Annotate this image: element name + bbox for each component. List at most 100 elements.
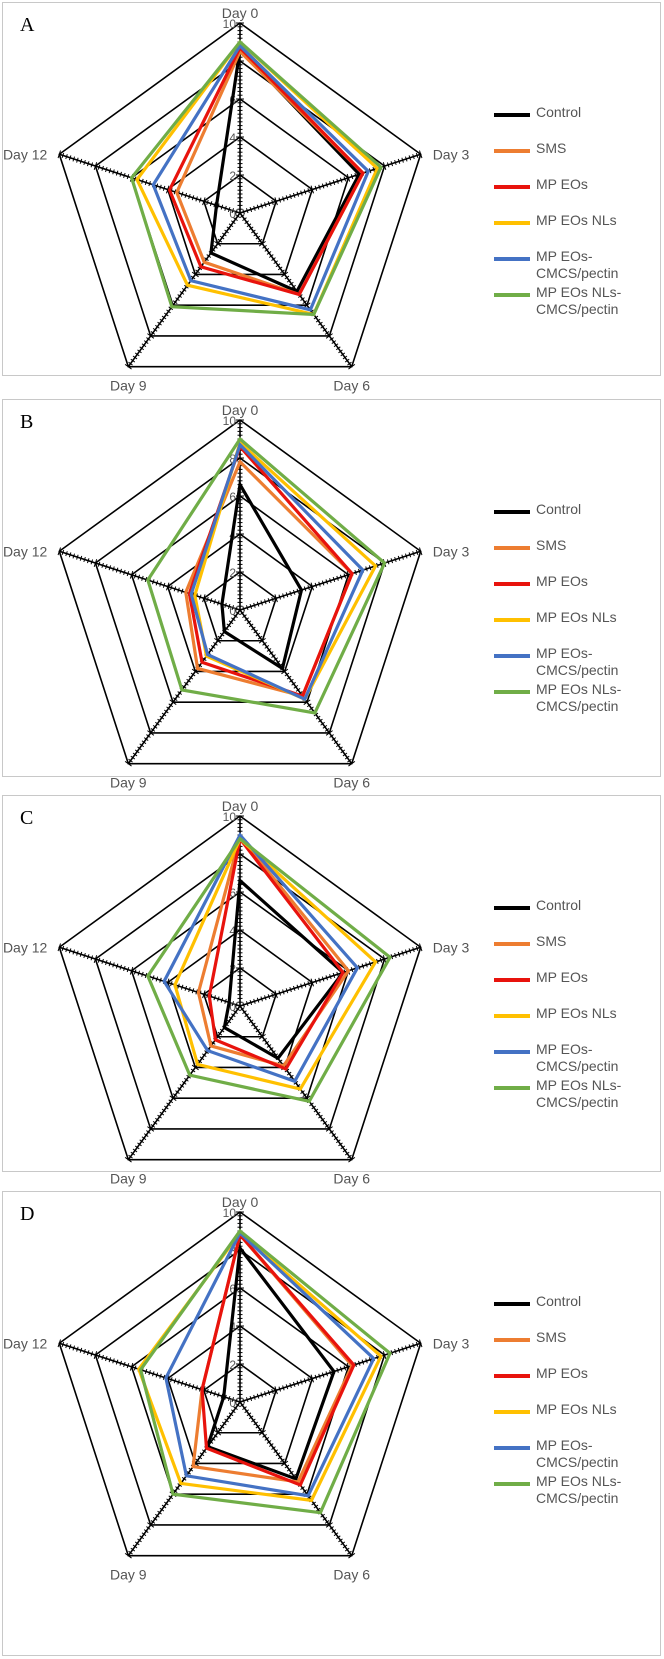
axis-tick xyxy=(277,1059,283,1064)
axis-tick xyxy=(368,168,372,174)
axis-tick xyxy=(108,1357,112,1363)
axis-tick xyxy=(132,1148,138,1153)
legend-label: MP EOs NLs xyxy=(536,1401,617,1417)
axis-tick xyxy=(132,355,138,360)
axis-tick xyxy=(394,159,397,166)
axis-tick xyxy=(188,1467,194,1472)
axis-tick xyxy=(292,192,296,198)
axis-tick xyxy=(184,192,188,198)
axis-tick xyxy=(217,600,220,606)
axis-tick xyxy=(271,596,274,602)
axis-tick xyxy=(162,1374,166,1380)
axis-tick xyxy=(274,990,278,999)
radial-tick-label: 4 xyxy=(229,924,236,938)
axis-tick xyxy=(415,549,419,555)
axis-tick xyxy=(404,156,408,162)
axis-tick xyxy=(157,321,162,326)
axis-tick xyxy=(253,1421,258,1426)
axis-tick xyxy=(256,1393,260,1399)
legend-swatch xyxy=(494,149,530,153)
grid-ring xyxy=(94,457,386,734)
axis-tick xyxy=(79,951,83,957)
axis-tick xyxy=(168,703,174,708)
axis-tick xyxy=(210,645,216,649)
axis-tick xyxy=(382,1351,387,1359)
axis-tick xyxy=(318,718,323,723)
axis-tick xyxy=(235,214,241,218)
axis-tick xyxy=(306,703,312,708)
axis-tick xyxy=(245,605,249,611)
axis-tick xyxy=(303,699,311,705)
axis-tick xyxy=(338,349,343,354)
axis-tick xyxy=(210,1041,216,1045)
axis-label: Day 6 xyxy=(333,775,370,791)
legend-swatch xyxy=(494,906,530,910)
axis-tick xyxy=(141,575,144,581)
axis-tick xyxy=(61,152,65,158)
axis-tick xyxy=(65,947,68,953)
axis-tick xyxy=(101,165,104,171)
axis-tick xyxy=(340,352,346,357)
axis-tick xyxy=(300,1486,305,1490)
axis-tick xyxy=(342,1148,348,1153)
axis-tick xyxy=(161,712,167,717)
axis-tick xyxy=(404,949,408,955)
axis-tick xyxy=(282,989,285,995)
axis-tick xyxy=(344,358,350,363)
legend-label: SMS xyxy=(536,140,567,156)
axis-tick xyxy=(321,976,325,982)
axis-tick xyxy=(191,1384,195,1390)
axis-tick xyxy=(86,954,90,960)
axis-tick xyxy=(195,196,198,202)
axis-tick xyxy=(358,1360,361,1366)
axis-tick xyxy=(343,573,347,579)
axis-tick xyxy=(253,1025,258,1030)
axis-tick xyxy=(147,1522,155,1528)
axis-tick xyxy=(239,611,245,615)
axis-tick xyxy=(231,208,235,214)
panel-letter: B xyxy=(20,411,34,433)
axis-tick xyxy=(76,554,79,560)
axis-tick xyxy=(90,162,94,168)
grid-ring xyxy=(58,419,422,765)
axis-tick xyxy=(329,1370,332,1376)
axis-tick xyxy=(382,162,387,170)
axis-tick xyxy=(274,594,278,603)
axis-tick xyxy=(339,177,343,183)
axis-tick xyxy=(188,194,191,200)
axis-tick xyxy=(271,257,276,261)
axis-tick xyxy=(173,1378,177,1384)
axis-tick xyxy=(115,1359,119,1365)
axis-tick xyxy=(235,606,238,612)
axis-tick xyxy=(257,635,263,640)
series-line-0 xyxy=(220,479,304,671)
axis-tick xyxy=(90,559,94,565)
axis-tick xyxy=(338,1538,343,1543)
axis-tick xyxy=(172,1093,178,1098)
axis-tick xyxy=(157,1510,162,1515)
radial-tick-label: 10 xyxy=(223,17,237,31)
axis-tick xyxy=(148,181,151,187)
axis-tick xyxy=(314,582,318,588)
axis-tick xyxy=(262,1433,267,1438)
grid-ring xyxy=(130,495,350,704)
axis-tick xyxy=(260,600,263,606)
axis-tick xyxy=(184,1381,188,1387)
axis-tick xyxy=(217,238,223,243)
axis-tick xyxy=(397,158,401,164)
axis-tick xyxy=(293,684,299,689)
legend-swatch xyxy=(494,582,530,586)
axis-tick xyxy=(320,721,325,726)
axis-label: Day 6 xyxy=(333,1171,370,1187)
axis-label: Day 12 xyxy=(3,1335,48,1351)
axis-tick xyxy=(320,1513,325,1518)
axis-tick xyxy=(245,208,249,214)
axis-tick xyxy=(137,1142,142,1147)
axis-tick xyxy=(166,1498,171,1503)
axis-tick xyxy=(198,1386,202,1392)
axis-tick xyxy=(97,164,101,170)
legend-swatch xyxy=(494,1014,530,1018)
axis-tick xyxy=(202,594,206,603)
axis-tick xyxy=(322,1120,328,1125)
